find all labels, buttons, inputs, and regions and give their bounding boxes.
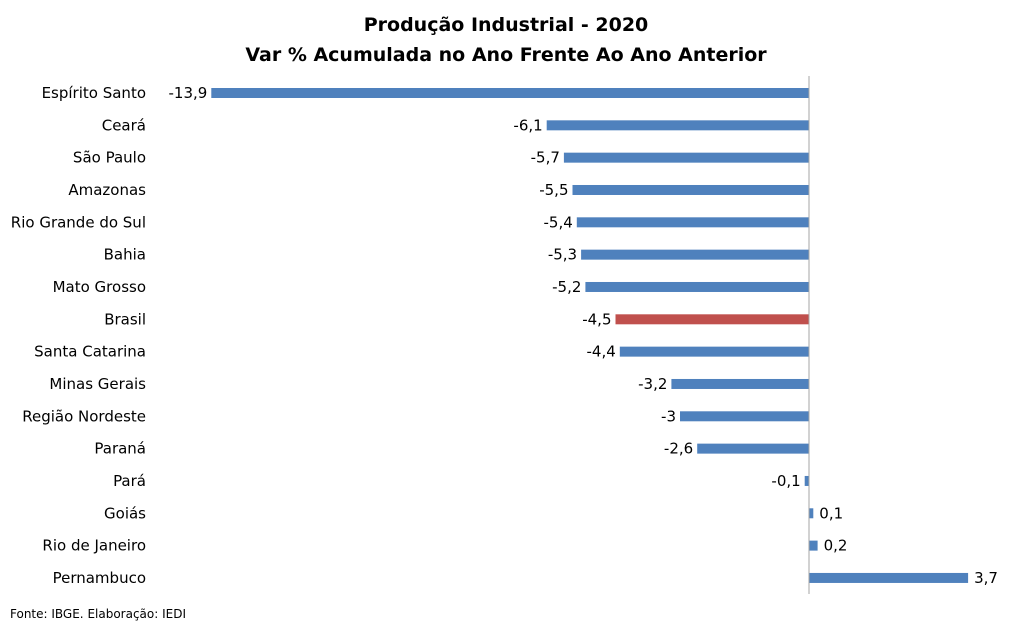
data-label: -2,6 [664,440,693,458]
bar [671,378,809,389]
bar [581,249,809,260]
category-label: Ceará [102,116,146,134]
bar [585,281,809,292]
category-label: Espírito Santo [42,84,146,102]
chart-title: Produção Industrial - 2020 [364,14,649,36]
category-label: Amazonas [68,181,146,199]
category-label: Região Nordeste [22,407,146,425]
category-label: Pará [113,472,146,490]
bar [809,540,818,551]
data-label: -13,9 [168,84,207,102]
category-label: Rio Grande do Sul [11,213,146,231]
data-label: -4,4 [587,343,616,361]
bar [697,443,809,454]
bar [809,508,814,519]
bar [680,411,809,422]
data-label: 0,1 [819,504,843,522]
category-label: São Paulo [73,149,146,167]
data-label: -5,5 [539,181,568,199]
bar [804,475,809,486]
bar [576,217,809,228]
data-label: -4,5 [582,310,611,328]
bar [572,184,809,195]
chart-subtitle: Var % Acumulada no Ano Frente Ao Ano Ant… [245,44,767,66]
category-label: Brasil [104,310,146,328]
bar [563,152,809,163]
bar-highlight [615,314,809,325]
category-label: Paraná [94,440,146,458]
category-label: Bahia [104,246,146,264]
data-label: 3,7 [974,569,998,587]
bar [211,88,810,98]
bars-layer: Espírito Santo -13,9 Ceará -6,1 São Paulo -5,… [11,84,998,587]
bar [809,572,969,583]
data-label: -0,1 [771,472,800,490]
category-label: Rio de Janeiro [42,537,146,555]
data-label: 0,2 [824,537,848,555]
source-note: Fonte: IBGE. Elaboração: IEDI [10,607,187,621]
category-label: Mato Grosso [53,278,146,296]
category-label: Pernambuco [53,569,146,587]
data-label: -5,7 [531,149,560,167]
data-label: -6,1 [513,116,542,134]
bar [546,120,809,131]
bar [619,346,809,357]
data-label: -5,4 [544,213,573,231]
data-label: -5,3 [548,246,577,264]
category-label: Santa Catarina [34,343,146,361]
data-label: -5,2 [552,278,581,296]
data-label: -3,2 [638,375,667,393]
data-label: -3 [661,407,676,425]
category-label: Goiás [104,504,146,522]
category-label: Minas Gerais [49,375,146,393]
